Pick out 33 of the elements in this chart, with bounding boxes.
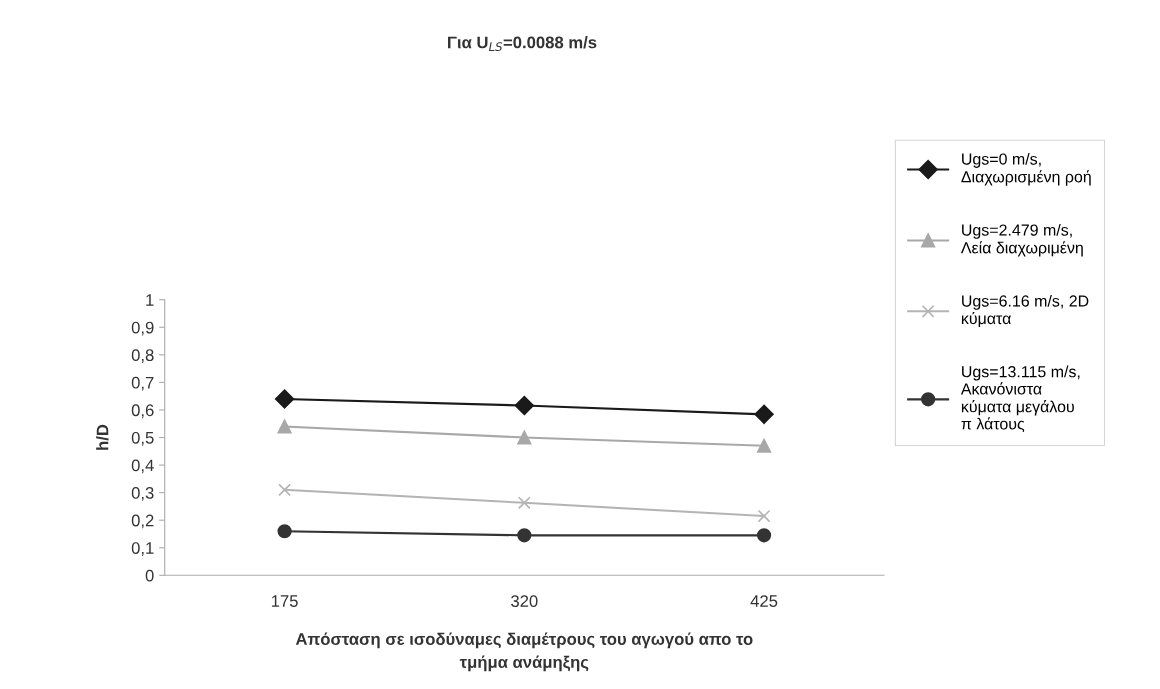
point	[517, 430, 532, 445]
y-tick-label: 0,4	[131, 459, 154, 474]
y-tick-label: 0	[145, 569, 154, 582]
y-tick-label: 0,5	[131, 431, 154, 446]
y-tick-label: 0,2	[131, 514, 154, 529]
x-axis-title: Απόσταση σε ισοδύναμες διαμέτρους του αγωγού απο το τμήμα ανάμηξης	[295, 632, 753, 672]
point	[517, 528, 532, 543]
x-tick-label: 175	[271, 595, 298, 607]
x-tick-label: 425	[750, 595, 778, 607]
y-axis-title: h/D	[96, 424, 109, 450]
legend-label: Ugs=6.16 m/s, 2D κύματα	[961, 294, 1089, 328]
y-tick-label: 1	[146, 294, 154, 306]
point	[514, 395, 534, 416]
legend-label: Ugs=0 m/s, Διαχωρισμένη ροή	[961, 152, 1091, 186]
y-tick-label: 0,8	[131, 349, 154, 364]
point	[757, 509, 771, 523]
y-tick-label: 0,7	[131, 376, 154, 391]
y-tick-label: 0,1	[131, 542, 154, 556]
point	[756, 438, 772, 453]
y-tick-label: 0,9	[131, 321, 154, 336]
point	[754, 404, 774, 425]
legend-label: Ugs=13.115 m/s, Ακανόνιστα κύματα μεγάλου π λάτους	[960, 365, 1080, 433]
point	[277, 419, 292, 434]
legend-label: Ugs=2.479 m/s, Λεία διαχωριμένη	[960, 223, 1083, 257]
y-tick-label: 0,3	[131, 487, 154, 501]
point	[756, 528, 772, 543]
chart-title: Για U$_{LS}$=0.0088 m/s	[448, 36, 597, 52]
point	[274, 389, 295, 409]
point	[278, 483, 291, 497]
y-tick-label: 0,6	[131, 404, 154, 419]
x-tick-label: 320	[511, 595, 538, 607]
point	[517, 496, 531, 510]
point	[277, 524, 292, 539]
